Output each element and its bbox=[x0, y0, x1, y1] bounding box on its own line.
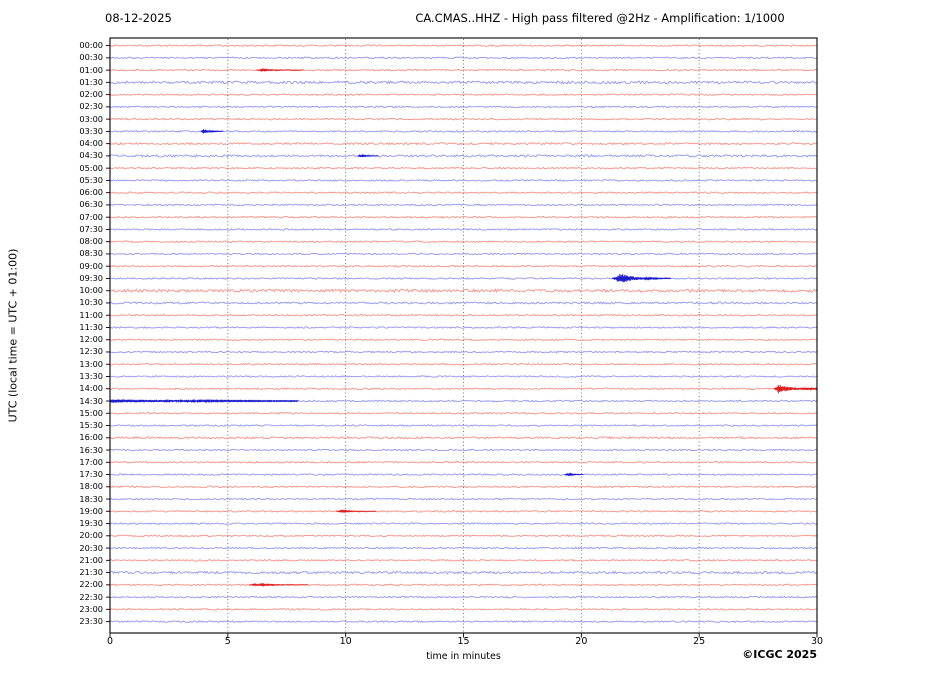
y-tick-label: 15:00 bbox=[79, 407, 103, 418]
y-tick-label: 05:00 bbox=[79, 162, 103, 173]
y-tick-label: 22:00 bbox=[79, 579, 103, 590]
x-tick-label: 0 bbox=[106, 636, 114, 647]
y-tick-label: 08:00 bbox=[79, 236, 103, 247]
y-tick-label: 11:00 bbox=[79, 309, 103, 320]
x-tick-label: 20 bbox=[575, 636, 588, 647]
y-tick-label: 11:30 bbox=[79, 321, 103, 332]
y-tick-label: 01:30 bbox=[79, 76, 103, 87]
y-tick-label: 17:30 bbox=[79, 469, 103, 480]
x-tick-label: 30 bbox=[810, 636, 824, 647]
y-tick-label: 00:30 bbox=[79, 52, 103, 63]
y-tick-label: 18:30 bbox=[79, 493, 103, 504]
y-tick-label: 19:30 bbox=[79, 518, 103, 529]
x-tick-label: 10 bbox=[339, 636, 352, 647]
y-tick-label: 05:30 bbox=[79, 174, 103, 185]
chart-title: CA.CMAS..HHZ - High pass filtered @2Hz -… bbox=[415, 11, 785, 25]
y-tick-label: 20:30 bbox=[79, 542, 103, 553]
y-tick-label: 10:00 bbox=[79, 285, 103, 296]
y-tick-label: 07:30 bbox=[79, 223, 103, 234]
y-tick-label: 10:30 bbox=[79, 297, 103, 308]
y-tick-label: 13:00 bbox=[79, 358, 103, 369]
y-tick-label: 03:30 bbox=[79, 125, 103, 136]
x-axis-label: time in minutes bbox=[426, 651, 501, 662]
y-tick-label: 12:00 bbox=[79, 334, 103, 345]
y-tick-label: 09:00 bbox=[79, 260, 103, 271]
y-tick-label: 04:30 bbox=[79, 150, 103, 161]
y-tick-label: 07:00 bbox=[79, 211, 103, 222]
y-tick-label: 16:00 bbox=[79, 432, 103, 443]
y-tick-label: 15:30 bbox=[79, 420, 103, 430]
y-tick-label: 13:30 bbox=[79, 370, 103, 381]
y-tick-label: 23:00 bbox=[79, 603, 103, 614]
y-tick-label: 06:30 bbox=[79, 199, 103, 210]
y-tick-label: 19:00 bbox=[79, 505, 103, 516]
y-tick-label: 18:00 bbox=[79, 481, 103, 492]
y-tick-label: 21:30 bbox=[79, 567, 103, 578]
y-tick-label: 06:00 bbox=[79, 187, 103, 198]
y-tick-label: 14:30 bbox=[79, 395, 103, 406]
copyright-label: ©ICGC 2025 bbox=[742, 648, 817, 661]
y-tick-label: 23:30 bbox=[79, 616, 103, 627]
x-tick-label: 5 bbox=[224, 636, 231, 647]
y-tick-label: 02:30 bbox=[79, 101, 103, 112]
y-tick-label: 21:00 bbox=[79, 554, 103, 565]
y-tick-label: 17:00 bbox=[79, 456, 103, 467]
y-tick-label: 22:30 bbox=[79, 591, 103, 602]
y-tick-label: 12:30 bbox=[79, 346, 103, 357]
x-tick-label: 25 bbox=[693, 636, 706, 647]
y-tick-label: 08:30 bbox=[79, 248, 103, 259]
y-tick-label: 01:00 bbox=[79, 64, 103, 75]
y-tick-label: 16:30 bbox=[79, 444, 103, 455]
x-tick-label: 15 bbox=[457, 636, 470, 647]
y-tick-label: 00:00 bbox=[79, 40, 103, 51]
y-tick-label: 14:00 bbox=[79, 383, 103, 394]
y-tick-label: 02:00 bbox=[79, 89, 103, 100]
y-tick-label: 20:00 bbox=[79, 530, 103, 541]
y-tick-label: 09:30 bbox=[79, 272, 103, 283]
y-tick-label: 03:00 bbox=[79, 113, 103, 124]
date-label: 08-12-2025 bbox=[105, 11, 172, 25]
y-tick-label: 04:00 bbox=[79, 138, 103, 149]
